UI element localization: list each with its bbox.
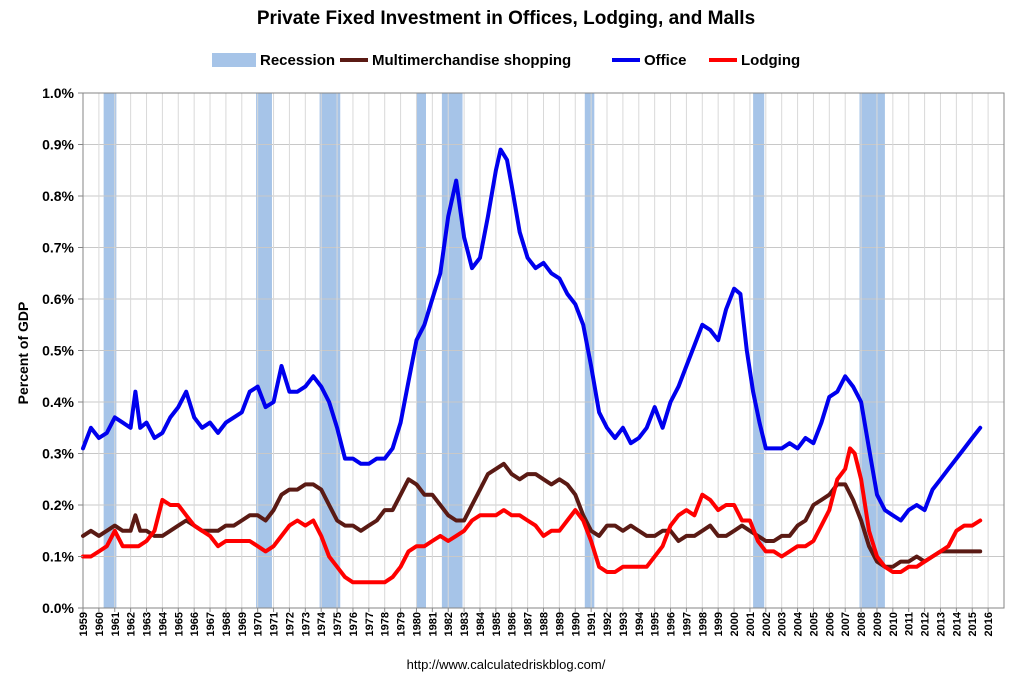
x-tick-label: 1974 xyxy=(316,611,328,636)
series-lines xyxy=(81,147,983,585)
y-tick-label: 0.3% xyxy=(42,446,74,462)
x-tick-label: 1966 xyxy=(189,612,201,636)
x-tick-label: 2002 xyxy=(761,612,773,636)
x-tick-label: 2012 xyxy=(920,612,932,636)
legend-swatch-lodging xyxy=(709,58,737,62)
x-tick-label: 1999 xyxy=(713,612,725,636)
x-tick-label: 2006 xyxy=(824,612,836,636)
series-line-lodging xyxy=(81,446,983,585)
legend-label-lodging: Lodging xyxy=(741,51,801,69)
legend-item-recession: Recession xyxy=(212,49,335,71)
x-tick-label: 1988 xyxy=(539,612,551,636)
x-tick-label: 1976 xyxy=(348,612,360,636)
y-tick-label: 1.0% xyxy=(42,85,74,101)
x-tick-label: 2009 xyxy=(872,612,884,636)
source-url: http://www.calculatedriskblog.com/ xyxy=(406,657,606,672)
x-tick-label: 1982 xyxy=(443,612,455,636)
x-tick-label: 1959 xyxy=(78,612,90,636)
x-tick-label: 1964 xyxy=(157,611,169,636)
x-tick-label: 1968 xyxy=(221,612,233,636)
legend-item-multimerchandise: Multimerchandise shopping xyxy=(340,49,571,71)
y-tick-label: 0.5% xyxy=(42,343,74,359)
x-tick-label: 1963 xyxy=(142,612,154,636)
legend-item-office: Office xyxy=(612,49,687,71)
x-tick-label: 2016 xyxy=(983,612,995,636)
legend: Recession Multimerchandise shopping Offi… xyxy=(0,49,1012,71)
x-tick-label: 1984 xyxy=(475,611,487,636)
y-tick-label: 0.4% xyxy=(42,394,74,410)
x-tick-label: 1997 xyxy=(681,612,693,636)
series-line-multimerchandise-shopping xyxy=(81,461,983,569)
x-tick-label: 2015 xyxy=(967,612,979,636)
x-tick-label: 1987 xyxy=(523,612,535,636)
y-ticks: 0.0% 0.1% 0.2% 0.3% 0.4% 0.5% 0.6% 0.7% 0.8% 0.9%… xyxy=(42,85,83,616)
chart-title: Private Fixed Investment in Offices, Lod… xyxy=(256,8,756,29)
y-tick-label: 0.0% xyxy=(42,600,74,616)
legend-item-lodging: Lodging xyxy=(709,49,800,71)
x-tick-label: 1991 xyxy=(586,612,598,636)
legend-label-recession: Recession xyxy=(260,51,336,69)
x-tick-label: 1961 xyxy=(110,612,122,636)
y-tick-label: 0.2% xyxy=(42,497,74,513)
x-tick-label: 1972 xyxy=(284,612,296,636)
x-tick-label: 1989 xyxy=(554,612,566,636)
x-tick-label: 1969 xyxy=(237,612,249,636)
x-tick-label: 2007 xyxy=(840,612,852,636)
x-tick-label: 1978 xyxy=(380,612,392,636)
legend-label-multimerchandise: Multimerchandise shopping xyxy=(372,51,572,69)
legend-swatch-office xyxy=(612,58,640,62)
x-tick-label: 1994 xyxy=(634,611,646,636)
y-tick-label: 0.6% xyxy=(42,291,74,307)
x-tick-label: 2010 xyxy=(888,612,900,636)
y-tick-label: 0.9% xyxy=(42,137,74,153)
series-line-office xyxy=(81,147,983,523)
x-tick-label: 1960 xyxy=(94,612,106,636)
x-tick-label: 2005 xyxy=(808,612,820,636)
x-tick-label: 2001 xyxy=(745,612,757,636)
x-ticks: 1959 1960 1961 1962 1963 1964 1965 1966 1967 1968… xyxy=(78,608,995,636)
x-tick-label: 1967 xyxy=(205,612,217,636)
x-tick-label: 1986 xyxy=(507,612,519,636)
x-tick-label: 1990 xyxy=(570,612,582,636)
x-tick-label: 2008 xyxy=(856,612,868,636)
y-tick-label: 0.8% xyxy=(42,188,74,204)
x-tick-label: 1962 xyxy=(126,612,138,636)
x-tick-label: 2013 xyxy=(935,612,947,636)
x-tick-label: 1998 xyxy=(697,612,709,636)
legend-swatch-multimerchandise xyxy=(340,58,368,62)
x-tick-label: 1985 xyxy=(491,612,503,636)
legend-swatch-recession xyxy=(212,53,256,67)
x-tick-label: 2014 xyxy=(951,611,963,636)
x-tick-label: 2011 xyxy=(904,612,916,636)
x-tick-label: 1965 xyxy=(173,612,185,636)
x-tick-label: 1970 xyxy=(253,612,265,636)
x-tick-label: 2000 xyxy=(729,612,741,636)
legend-label-office: Office xyxy=(644,51,687,69)
x-tick-label: 1996 xyxy=(666,612,678,636)
x-tick-label: 2004 xyxy=(793,611,805,636)
x-tick-label: 1983 xyxy=(459,612,471,636)
gridlines xyxy=(82,92,1004,609)
x-tick-label: 1980 xyxy=(411,612,423,636)
x-tick-label: 1977 xyxy=(364,612,376,636)
x-tick-label: 1973 xyxy=(300,612,312,636)
x-tick-label: 1975 xyxy=(332,612,344,636)
y-tick-label: 0.7% xyxy=(42,240,74,256)
x-tick-label: 1981 xyxy=(427,612,439,636)
x-tick-label: 1971 xyxy=(269,612,281,636)
x-tick-label: 2003 xyxy=(777,612,789,636)
x-tick-label: 1979 xyxy=(396,612,408,636)
y-tick-label: 0.1% xyxy=(42,549,74,565)
x-tick-label: 1992 xyxy=(602,612,614,636)
x-tick-label: 1993 xyxy=(618,612,630,636)
x-tick-label: 1995 xyxy=(650,612,662,636)
